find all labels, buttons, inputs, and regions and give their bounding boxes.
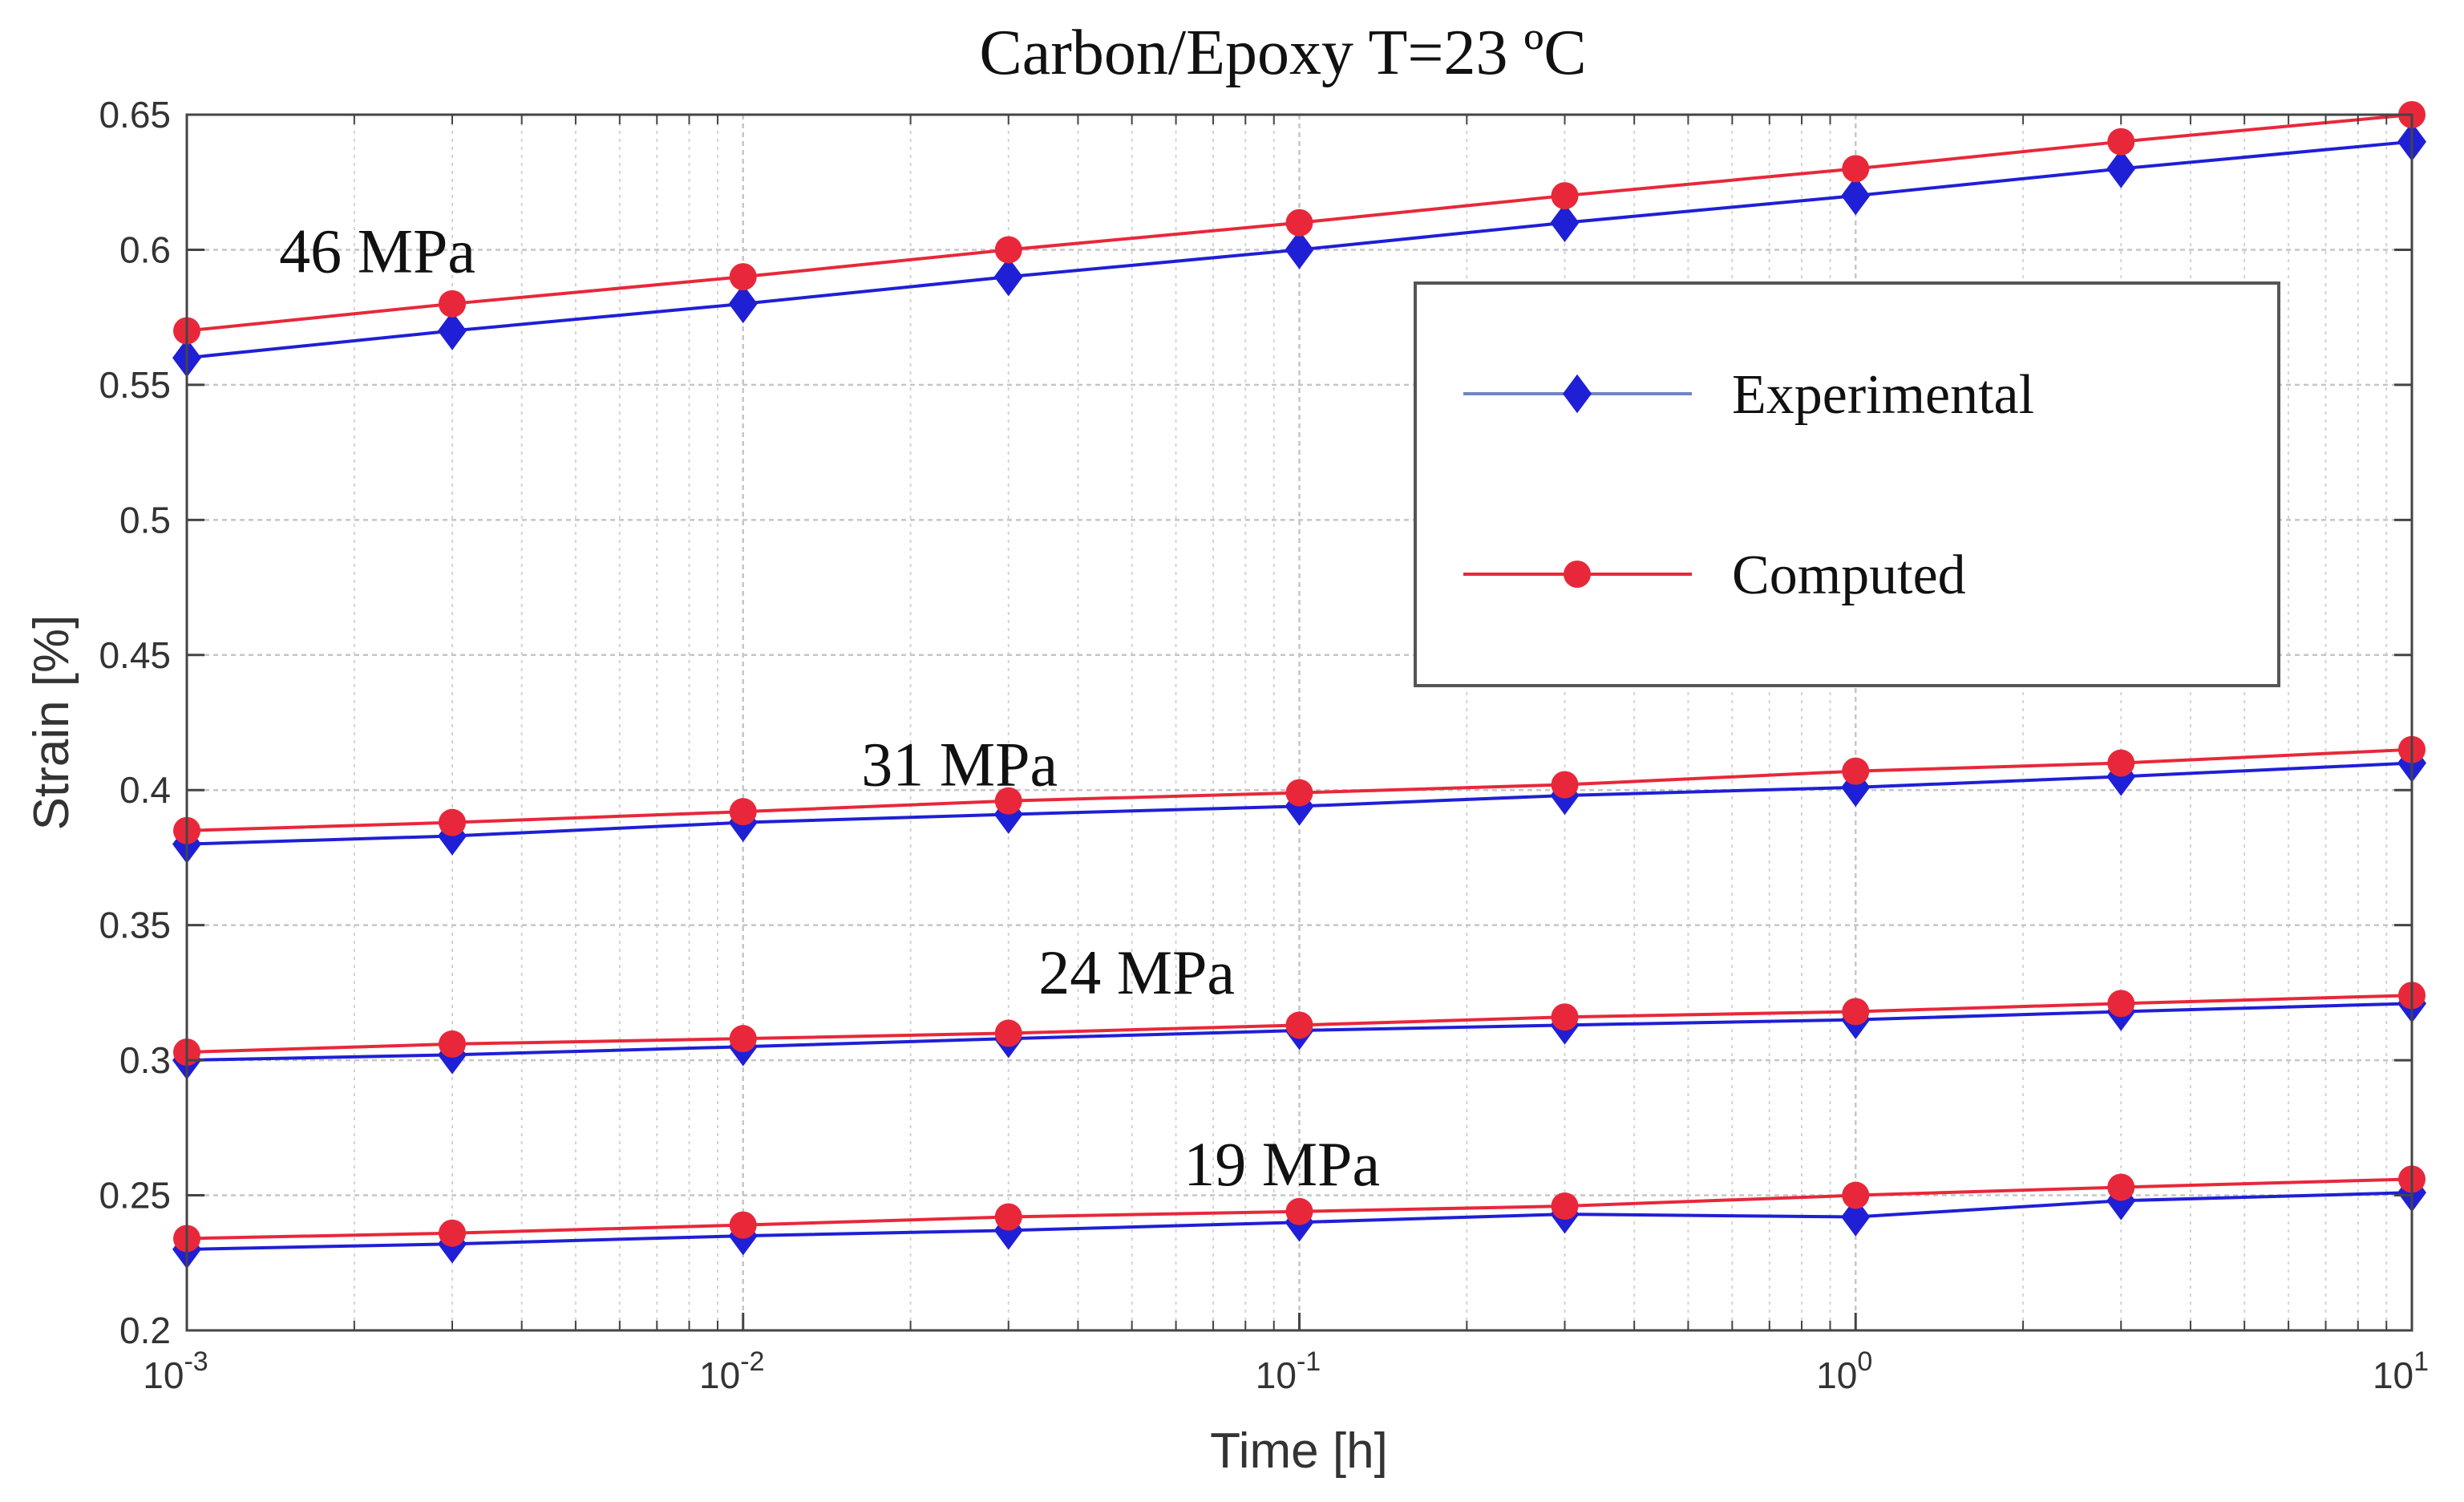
- legend-diamond-marker: [1563, 374, 1592, 414]
- x-tick-base: 10: [2373, 1354, 2413, 1396]
- computed-point: [994, 1203, 1022, 1231]
- computed-point: [994, 236, 1022, 264]
- chart-title: Carbon/Epoxy T=23 ºC: [979, 18, 1586, 88]
- computed-point: [1551, 1192, 1579, 1221]
- computed-point: [994, 1019, 1022, 1047]
- y-tick-label: 0.25: [99, 1175, 171, 1217]
- computed-point: [439, 289, 467, 318]
- experimental-point: [728, 284, 758, 324]
- experimental-point: [438, 311, 467, 350]
- x-tick-label: 10-1: [1256, 1346, 1321, 1396]
- x-tick-base: 10: [1816, 1354, 1857, 1396]
- x-axis-label: Time [h]: [1210, 1423, 1388, 1479]
- x-tick-label: 10-2: [699, 1346, 764, 1396]
- legend-box: [1414, 281, 2280, 687]
- computed-point: [439, 808, 467, 836]
- stress-label: 19 MPa: [1183, 1129, 1380, 1199]
- legend-label: Experimental: [1732, 364, 2034, 426]
- x-tick-exponent: -1: [1297, 1346, 1321, 1377]
- x-tick-label: 100: [1816, 1346, 1872, 1396]
- computed-point: [1551, 771, 1579, 799]
- y-tick-label: 0.5: [119, 499, 171, 540]
- computed-point: [994, 787, 1022, 815]
- computed-point: [1285, 1011, 1313, 1039]
- computed-point: [1285, 779, 1313, 807]
- x-tick-label: 101: [2373, 1346, 2429, 1396]
- experimental-point: [1550, 203, 1580, 243]
- y-tick-label: 0.65: [99, 94, 171, 136]
- y-tick-label: 0.6: [119, 229, 171, 270]
- experimental-point: [1841, 176, 1871, 216]
- y-tick-label: 0.35: [99, 905, 171, 946]
- y-tick-label: 0.3: [119, 1039, 171, 1081]
- stress-label: 46 MPa: [279, 216, 475, 285]
- y-tick-label: 0.2: [119, 1310, 171, 1351]
- series: [172, 101, 2426, 1269]
- x-tick-exponent: 0: [1857, 1346, 1872, 1377]
- y-tick-label: 0.45: [99, 634, 171, 676]
- stress-label: 24 MPa: [1038, 937, 1235, 1007]
- computed-point: [1842, 757, 1870, 785]
- computed-point: [729, 1025, 757, 1053]
- computed-point: [2107, 749, 2135, 777]
- x-tick-base: 10: [699, 1354, 740, 1396]
- legend: Experimental Computed: [1414, 281, 2280, 687]
- annotations: 46 MPa 31 MPa 24 MPa 19 MPa: [279, 216, 1380, 1199]
- computed-point: [1842, 1181, 1870, 1209]
- computed-point: [1842, 155, 1870, 183]
- y-tick-label: 0.4: [119, 769, 171, 811]
- computed-point: [2107, 990, 2135, 1018]
- experimental-point: [1285, 230, 1314, 269]
- computed-point: [2107, 1173, 2135, 1201]
- computed-point: [439, 1030, 467, 1058]
- x-tick-base: 10: [1256, 1354, 1297, 1396]
- stress-label: 31 MPa: [861, 730, 1058, 800]
- computed-point: [1842, 998, 1870, 1026]
- axes: 10-3 10-2 10-1 100 1010.20.250.30.350.40.450…: [99, 94, 2429, 1396]
- computed-point: [1551, 1003, 1579, 1031]
- computed-point: [729, 798, 757, 826]
- experimental-point: [993, 257, 1023, 297]
- computed-point: [1285, 1197, 1313, 1225]
- computed-point: [729, 1211, 757, 1239]
- experimental-point: [1841, 1197, 1871, 1237]
- y-tick-label: 0.55: [99, 364, 171, 406]
- computed-point: [1285, 208, 1313, 237]
- experimental-point: [2106, 149, 2136, 188]
- y-axis-label: Strain [%]: [24, 615, 79, 831]
- computed-point: [1551, 182, 1579, 210]
- x-tick-exponent: -3: [184, 1346, 208, 1377]
- legend-circle-marker: [1564, 561, 1591, 588]
- legend-label: Computed: [1732, 545, 1966, 606]
- x-tick-label: 10-3: [143, 1346, 208, 1396]
- computed-point: [439, 1219, 467, 1247]
- x-tick-exponent: 1: [2413, 1346, 2429, 1377]
- x-tick-exponent: -2: [740, 1346, 764, 1377]
- computed-point: [729, 263, 757, 291]
- computed-point: [2107, 128, 2135, 156]
- x-tick-base: 10: [143, 1354, 184, 1396]
